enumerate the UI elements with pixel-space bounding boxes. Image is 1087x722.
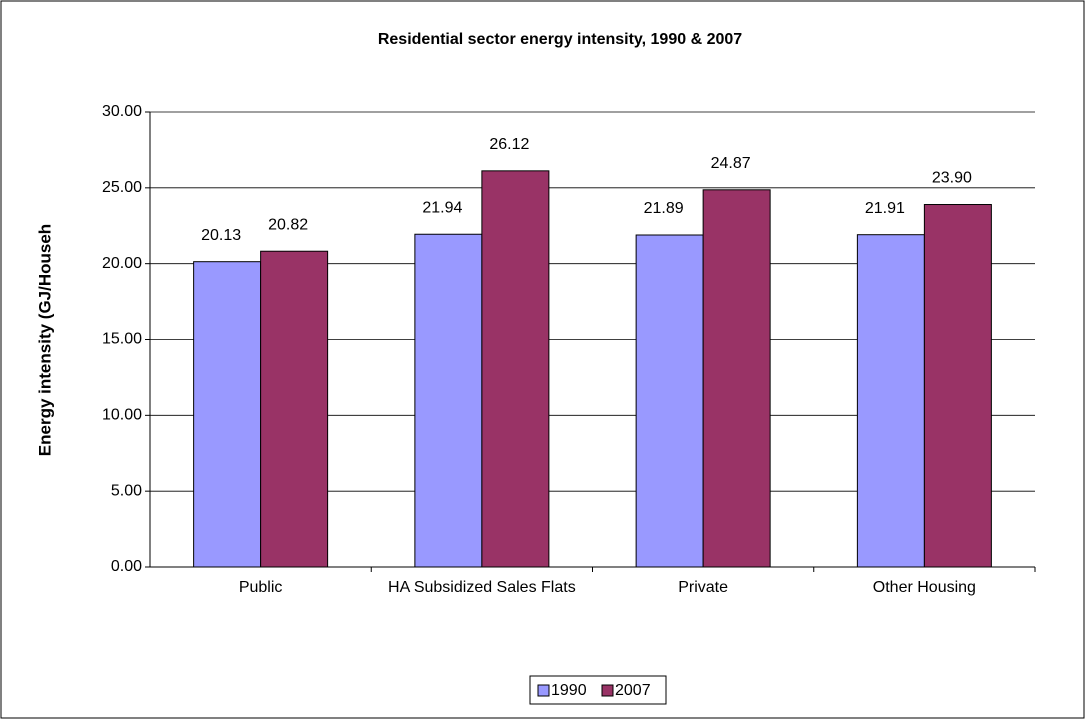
x-tick-label: Public (238, 579, 283, 596)
x-tick-label: HA Subsidized Sales Flats (388, 579, 576, 596)
bar (635, 234, 704, 568)
value-label: 24.87 (711, 155, 751, 172)
value-label: 20.82 (268, 216, 308, 233)
y-tick-label: 5.00 (111, 482, 142, 499)
x-tick-label: Private (678, 579, 729, 596)
y-tick-label: 20.00 (102, 255, 142, 272)
y-tick-label: 15.00 (102, 331, 142, 348)
legend-box (529, 675, 667, 705)
bar (414, 233, 483, 568)
bar (702, 189, 771, 568)
y-tick-label: 10.00 (102, 407, 142, 424)
y-tick-label: 30.00 (102, 103, 142, 120)
value-label: 26.12 (489, 136, 529, 153)
value-label: 20.13 (201, 227, 241, 244)
chart-title: Residential sector energy intensity, 199… (378, 31, 742, 48)
legend-label: 2007 (615, 682, 651, 699)
y-tick-label: 25.00 (102, 179, 142, 196)
bar (193, 261, 262, 568)
legend-label: 1990 (551, 682, 587, 699)
y-tick-label: 0.00 (111, 558, 142, 575)
x-tick-label: Other Housing (872, 579, 976, 596)
value-label: 21.89 (644, 200, 684, 217)
bar (260, 250, 329, 568)
value-label: 23.90 (932, 170, 972, 187)
bar (856, 234, 925, 568)
value-label: 21.94 (422, 199, 462, 216)
legend-swatch (537, 684, 550, 697)
legend-swatch (601, 684, 614, 697)
y-axis-label: Energy intensity (GJ/Househ (35, 224, 54, 456)
value-label: 21.91 (865, 200, 905, 217)
bar (481, 170, 550, 568)
bar (923, 204, 992, 568)
